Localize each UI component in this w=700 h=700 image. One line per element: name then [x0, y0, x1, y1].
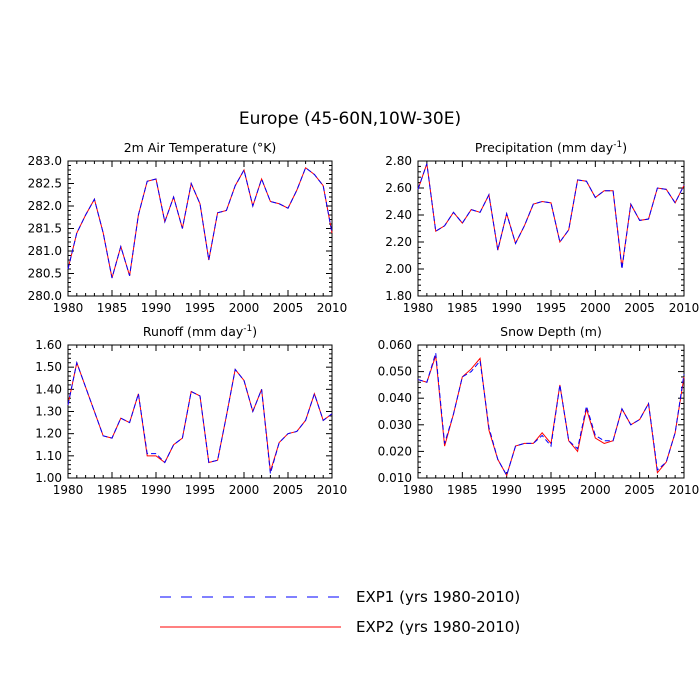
x-tick-label: 2010 — [669, 483, 700, 497]
x-tick-label: 2000 — [580, 301, 611, 315]
series-line-exp1 — [417, 163, 685, 270]
series-line-exp2 — [67, 360, 333, 472]
x-tick-label: 1985 — [97, 483, 128, 497]
legend-label-exp2: EXP2 (yrs 1980-2010) — [356, 618, 520, 636]
x-tick-label: 1995 — [185, 301, 216, 315]
x-tick-label: 1980 — [403, 301, 434, 315]
series-line-exp2 — [417, 355, 685, 477]
x-tick-label: 1990 — [141, 483, 172, 497]
y-tick-label: 0.040 — [378, 391, 412, 405]
x-tick-label: 1985 — [447, 483, 478, 497]
y-tick-label: 0.030 — [378, 418, 412, 432]
figure-title: Europe (45-60N,10W-30E) — [239, 109, 461, 129]
y-tick-label: 2.20 — [385, 235, 412, 249]
panel-runoff-mm-day: Runoff (mm day-1) 1980 1985 1990 1995 2000 200… — [35, 324, 347, 497]
x-tick-label: 2005 — [273, 301, 304, 315]
x-tick-label: 1980 — [403, 483, 434, 497]
x-tick-label: 1990 — [141, 301, 172, 315]
y-tick-label: 282.5 — [28, 177, 62, 191]
series-line-exp2 — [67, 166, 333, 279]
y-tick-label: 281.0 — [28, 244, 62, 258]
panel-title: Runoff (mm day-1) — [143, 324, 257, 339]
x-tick-label: 2000 — [229, 301, 260, 315]
panels: 2m Air Temperature (°K) 1980 1985 1990 1995 2… — [28, 140, 700, 497]
y-tick-label: 2.80 — [385, 154, 412, 168]
panel-title: Precipitation (mm day-1) — [475, 140, 627, 155]
y-tick-label: 2.60 — [385, 181, 412, 195]
panel-2m-air-temperature-k: 2m Air Temperature (°K) 1980 1985 1990 1995 2… — [28, 140, 348, 315]
y-tick-label: 0.020 — [378, 444, 412, 458]
axis-frame — [67, 344, 333, 479]
x-tick-label: 2005 — [273, 483, 304, 497]
y-tick-label: 1.80 — [385, 289, 412, 303]
y-tick-label: 0.060 — [378, 338, 412, 352]
y-tick-label: 280.5 — [28, 267, 62, 281]
y-tick-label: 0.050 — [378, 365, 412, 379]
y-tick-label: 2.00 — [385, 262, 412, 276]
x-tick-label: 2005 — [624, 483, 655, 497]
y-tick-label: 281.5 — [28, 222, 62, 236]
panel-title-end: ) — [252, 324, 257, 339]
axis-frame — [67, 160, 333, 297]
x-tick-label: 1990 — [491, 483, 522, 497]
x-tick-label: 1995 — [185, 483, 216, 497]
y-tick-label: 1.40 — [35, 382, 62, 396]
y-tick-label: 282.0 — [28, 199, 62, 213]
legend: EXP1 (yrs 1980-2010) EXP2 (yrs 1980-2010) — [160, 588, 520, 636]
y-tick-label: 1.60 — [35, 338, 62, 352]
y-tick-label: 0.010 — [378, 471, 412, 485]
series-line-exp2 — [417, 163, 685, 268]
x-tick-label: 2000 — [229, 483, 260, 497]
y-tick-label: 280.0 — [28, 289, 62, 303]
y-tick-label: 2.40 — [385, 208, 412, 222]
panel-title-superscript: -1 — [613, 140, 622, 150]
y-tick-label: 1.10 — [35, 449, 62, 463]
x-tick-label: 2010 — [669, 301, 700, 315]
legend-label-exp1: EXP1 (yrs 1980-2010) — [356, 588, 520, 606]
y-tick-label: 283.0 — [28, 154, 62, 168]
series-line-exp1 — [417, 352, 685, 477]
axis-frame — [417, 160, 685, 297]
x-tick-label: 2010 — [317, 483, 348, 497]
y-tick-label: 1.20 — [35, 427, 62, 441]
series-line-exp1 — [67, 166, 333, 279]
x-tick-label: 2000 — [580, 483, 611, 497]
x-tick-label: 1985 — [97, 301, 128, 315]
x-tick-label: 2005 — [624, 301, 655, 315]
y-tick-label: 1.00 — [35, 471, 62, 485]
x-tick-label: 1985 — [447, 301, 478, 315]
panel-snow-depth-m: Snow Depth (m) 1980 1985 1990 1995 2000 2005 20… — [378, 324, 700, 497]
panel-title: Snow Depth (m) — [500, 324, 602, 339]
x-tick-label: 1990 — [491, 301, 522, 315]
panel-title-superscript: -1 — [243, 324, 252, 334]
x-tick-label: 1980 — [53, 483, 84, 497]
panel-title-end: ) — [622, 140, 627, 155]
x-tick-label: 1995 — [536, 301, 567, 315]
y-tick-label: 1.30 — [35, 405, 62, 419]
panel-title: 2m Air Temperature (°K) — [124, 140, 277, 155]
x-tick-label: 1980 — [53, 301, 84, 315]
x-tick-label: 2010 — [317, 301, 348, 315]
y-tick-label: 1.50 — [35, 360, 62, 374]
series-line-exp1 — [67, 360, 333, 474]
x-tick-label: 1995 — [536, 483, 567, 497]
panel-precipitation-mm-day: Precipitation (mm day-1) 1980 1985 1990 1995… — [385, 140, 699, 315]
